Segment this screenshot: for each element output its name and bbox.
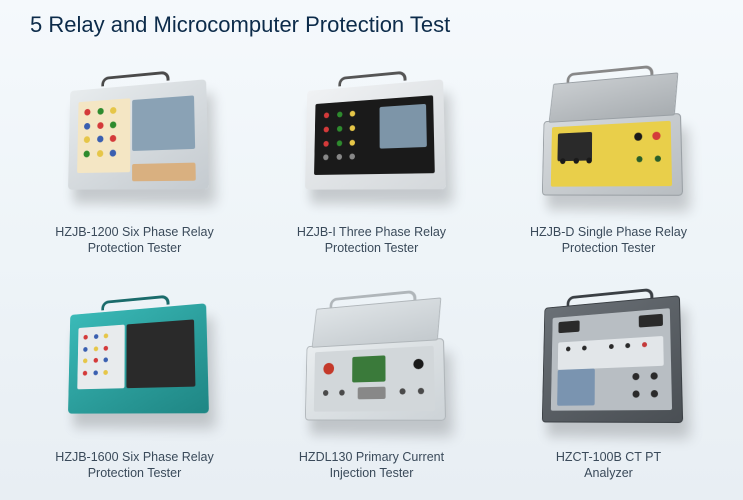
- label-line-1: HZJB-1600 Six Phase Relay: [55, 450, 213, 464]
- product-label: HZDL130 Primary Current Injection Tester: [299, 449, 444, 482]
- device-hzjb-i: [305, 79, 446, 189]
- label-line-1: HZJB-D Single Phase Relay: [530, 225, 687, 239]
- label-line-2: Protection Tester: [88, 241, 182, 255]
- label-line-2: Protection Tester: [562, 241, 656, 255]
- label-line-2: Injection Tester: [330, 466, 414, 480]
- product-image: [519, 281, 699, 441]
- product-cell: HZCT-100B CT PT Analyzer: [504, 281, 713, 482]
- product-image: [282, 281, 462, 441]
- product-image: [45, 56, 225, 216]
- product-label: HZJB-D Single Phase Relay Protection Tes…: [530, 224, 687, 257]
- product-cell: HZJB-D Single Phase Relay Protection Tes…: [504, 56, 713, 257]
- product-label: HZJB-1600 Six Phase Relay Protection Tes…: [55, 449, 213, 482]
- label-line-1: HZJB-I Three Phase Relay: [297, 225, 446, 239]
- label-line-2: Analyzer: [584, 466, 633, 480]
- product-cell: HZJB-1600 Six Phase Relay Protection Tes…: [30, 281, 239, 482]
- product-image: [282, 56, 462, 216]
- product-cell: HZJB-I Three Phase Relay Protection Test…: [267, 56, 476, 257]
- page-title: 5 Relay and Microcomputer Protection Tes…: [30, 12, 713, 38]
- product-image: [519, 56, 699, 216]
- product-image: [45, 281, 225, 441]
- device-hzdl130: [305, 297, 446, 421]
- product-label: HZJB-1200 Six Phase Relay Protection Tes…: [55, 224, 213, 257]
- label-line-2: Protection Tester: [325, 241, 419, 255]
- device-hzjb-1200: [68, 79, 209, 189]
- product-grid: HZJB-1200 Six Phase Relay Protection Tes…: [30, 56, 713, 481]
- device-hzjb-1600: [68, 303, 209, 413]
- label-line-1: HZCT-100B CT PT: [556, 450, 661, 464]
- product-cell: HZJB-1200 Six Phase Relay Protection Tes…: [30, 56, 239, 257]
- product-cell: HZDL130 Primary Current Injection Tester: [267, 281, 476, 482]
- product-label: HZJB-I Three Phase Relay Protection Test…: [297, 224, 446, 257]
- device-hzjb-d: [542, 72, 683, 196]
- product-label: HZCT-100B CT PT Analyzer: [556, 449, 661, 482]
- label-line-1: HZJB-1200 Six Phase Relay: [55, 225, 213, 239]
- device-hzct-100b: [542, 295, 683, 423]
- label-line-2: Protection Tester: [88, 466, 182, 480]
- label-line-1: HZDL130 Primary Current: [299, 450, 444, 464]
